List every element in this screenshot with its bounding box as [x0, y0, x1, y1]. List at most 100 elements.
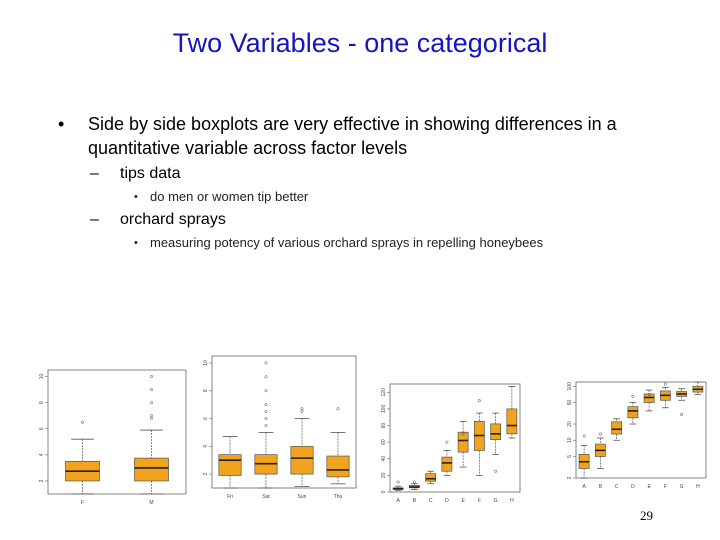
- boxplot-orchard-sprays-log-svg: 2 5 10 20 50 100 A B C D E F G H: [567, 381, 707, 490]
- y-tick-label: 6: [39, 427, 45, 430]
- x-tick-label: Sun: [298, 494, 307, 500]
- boxplot-orchard-sprays: 0 20 40 60 80 100 120 A B C D E F G H: [376, 376, 526, 512]
- bullet-main: • Side by side boxplots are very effecti…: [58, 112, 698, 160]
- outlier-point: [264, 361, 268, 365]
- outlier-point: [81, 420, 84, 424]
- box-B: [408, 480, 420, 490]
- outlier-point: [598, 432, 602, 436]
- x-tick-label: F: [664, 484, 667, 490]
- plot-frame: [211, 355, 357, 489]
- box-iqr: [490, 423, 502, 441]
- outlier-point: [647, 393, 651, 397]
- box-Sun: [290, 407, 314, 488]
- sub-bullet-orchard: – orchard sprays: [58, 210, 698, 230]
- x-tick-label: M: [149, 500, 153, 506]
- box-Sat: [254, 361, 278, 489]
- x-tick-label: D: [445, 498, 449, 504]
- outlier-point: [300, 410, 304, 414]
- x-tick-label: F: [81, 500, 84, 506]
- box-iqr: [326, 455, 350, 478]
- box-Thu: [326, 407, 350, 485]
- y-tick-label: 6: [203, 417, 209, 420]
- box-D: [441, 440, 453, 476]
- outlier-point: [150, 375, 153, 378]
- sub-sub-bullet-dot: •: [134, 191, 138, 203]
- y-tick-label: 10: [39, 374, 45, 380]
- box-H: [506, 386, 518, 439]
- outlier-point: [150, 414, 153, 418]
- outlier-point: [477, 399, 481, 403]
- outlier-point: [264, 375, 268, 379]
- box-C: [611, 418, 623, 441]
- y-tick-label: 4: [39, 453, 45, 456]
- boxplot-orchard-sprays-log: 2 5 10 20 50 100 A B C D E F G H: [562, 374, 712, 498]
- box-H: [692, 381, 704, 396]
- box-iqr: [441, 456, 453, 472]
- x-tick-label: D: [631, 484, 635, 490]
- box-iqr: [425, 473, 437, 482]
- outlier-point: [264, 417, 268, 420]
- x-tick-label: B: [599, 484, 603, 490]
- outlier-point: [150, 401, 153, 405]
- outlier-point: [631, 394, 635, 398]
- outlier-point: [494, 469, 498, 473]
- x-tick-label: C: [615, 484, 619, 490]
- y-tick-label: 10: [567, 437, 573, 443]
- slide-title: Two Variables - one categorical: [172, 28, 548, 58]
- x-tick-label: B: [413, 498, 417, 504]
- box-iqr: [218, 454, 242, 476]
- boxplot-tips-by-day: 2 4 6 8 10 Fri Sat Sun Thu: [198, 348, 362, 508]
- y-tick-label: 40: [381, 456, 387, 462]
- sub-sub-bullet-orchard: • measuring potency of various orchard s…: [58, 234, 698, 252]
- x-tick-label: H: [696, 484, 700, 490]
- y-tick-label: 2: [203, 472, 209, 475]
- boxplot-tips-by-sex-svg: 2 4 6 8 10 F M: [39, 369, 187, 506]
- x-tick-label: E: [461, 498, 465, 504]
- x-tick-label: H: [510, 498, 514, 504]
- box-iqr: [134, 457, 169, 482]
- box-A: [392, 480, 404, 491]
- box-E: [457, 420, 469, 468]
- y-tick-label: 20: [381, 472, 387, 478]
- boxplot-tips-by-sex: 2 4 6 8 10 F M: [34, 362, 192, 514]
- box-iqr: [627, 406, 639, 419]
- sub-bullet-tips: – tips data: [58, 164, 698, 184]
- box-G: [676, 388, 688, 416]
- x-tick-label: A: [582, 484, 586, 490]
- bullet-main-text: Side by side boxplots are very effective…: [88, 114, 617, 158]
- box-D: [627, 394, 639, 425]
- plot-frame: [47, 369, 187, 495]
- boxplot-tips-by-day-svg: 2 4 6 8 10 Fri Sat Sun Thu: [203, 355, 357, 500]
- box-F: [473, 399, 485, 476]
- box-Fri: [218, 436, 242, 489]
- x-tick-label: F: [478, 498, 481, 504]
- y-tick-label: 2: [39, 479, 45, 482]
- sub-bullet-dash: –: [90, 211, 99, 228]
- outlier-point: [396, 480, 400, 484]
- outlier-point: [445, 440, 449, 444]
- sub-sub-bullet-dot: •: [134, 237, 138, 249]
- box-B: [594, 432, 606, 469]
- outlier-point: [264, 410, 268, 414]
- box-G: [490, 412, 502, 473]
- outlier-point: [412, 480, 416, 484]
- y-tick-label: 2: [567, 476, 573, 479]
- y-tick-label: 4: [203, 445, 209, 448]
- box-iqr: [611, 421, 623, 435]
- box-A: [578, 434, 590, 479]
- sub-bullet-orchard-text: orchard sprays: [120, 211, 226, 228]
- y-tick-label: 80: [381, 423, 387, 429]
- y-tick-label: 100: [567, 382, 573, 391]
- plot-frame: [575, 381, 707, 479]
- y-tick-label: 8: [39, 401, 45, 404]
- box-F: [659, 382, 671, 409]
- outlier-point: [264, 389, 268, 393]
- x-tick-label: Thu: [334, 494, 343, 500]
- box-C: [425, 470, 437, 485]
- outlier-point: [264, 424, 268, 427]
- outlier-point: [264, 403, 268, 407]
- plot-frame: [389, 383, 521, 493]
- box-iqr: [506, 408, 518, 435]
- boxplot-orchard-sprays-svg: 0 20 40 60 80 100 120 A B C D E F G H: [381, 383, 521, 504]
- outlier-point: [336, 407, 340, 411]
